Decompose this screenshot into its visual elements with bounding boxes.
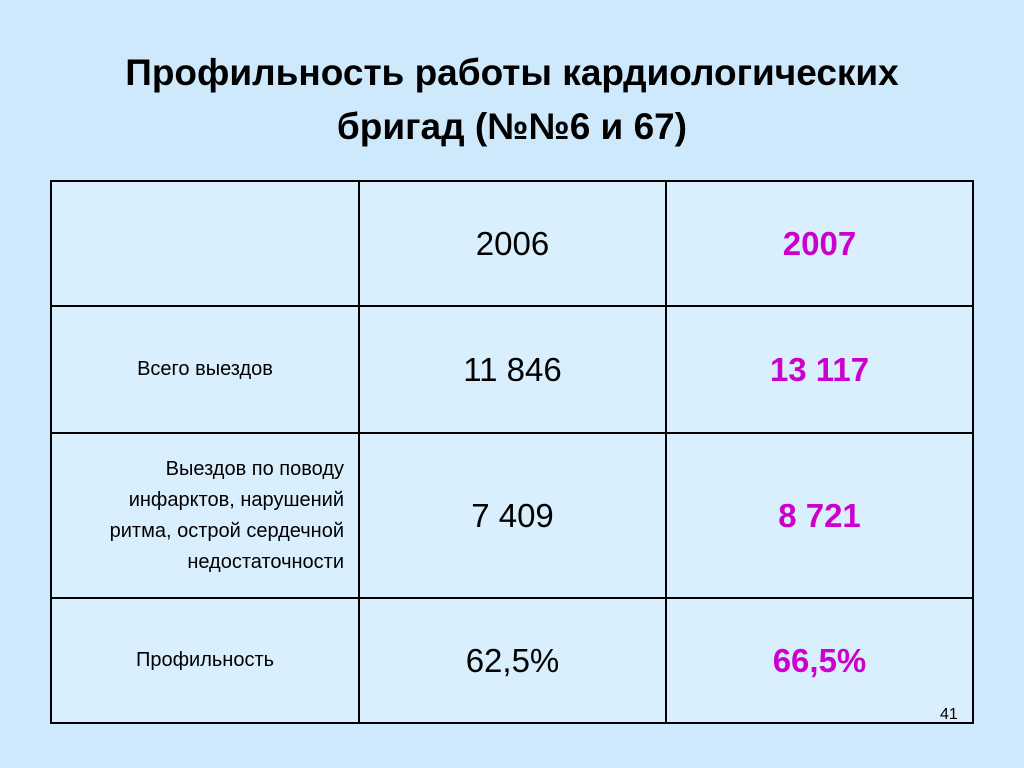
cell: 13 117 [665, 305, 974, 434]
row-label: Выездов по поводу инфарктов, нарушений р… [50, 432, 360, 599]
cell: 11 846 [358, 305, 667, 434]
cell: 66,5% [665, 597, 974, 724]
title: Профильность работы кардиологических бри… [0, 46, 1024, 154]
corner-cell [50, 180, 360, 307]
row-label: Профильность [50, 597, 360, 724]
header-row: 2006 2007 [50, 180, 974, 307]
table-row: Всего выездов 11 846 13 117 [50, 305, 974, 434]
table-row: Выездов по поводу инфарктов, нарушений р… [50, 432, 974, 599]
cell: 62,5% [358, 597, 667, 724]
row-label: Всего выездов [50, 305, 360, 434]
data-table: 2006 2007 Всего выездов 11 846 13 117 Вы… [50, 180, 974, 724]
table-row: Профильность 62,5% 66,5% [50, 597, 974, 724]
page-number: 41 [940, 706, 958, 723]
cell: 8 721 [665, 432, 974, 599]
column-header: 2007 [665, 180, 974, 307]
cell: 7 409 [358, 432, 667, 599]
title-line: бригад (№№6 и 67) [336, 106, 688, 147]
title-line: Профильность работы кардиологических [125, 52, 899, 93]
column-header: 2006 [358, 180, 667, 307]
